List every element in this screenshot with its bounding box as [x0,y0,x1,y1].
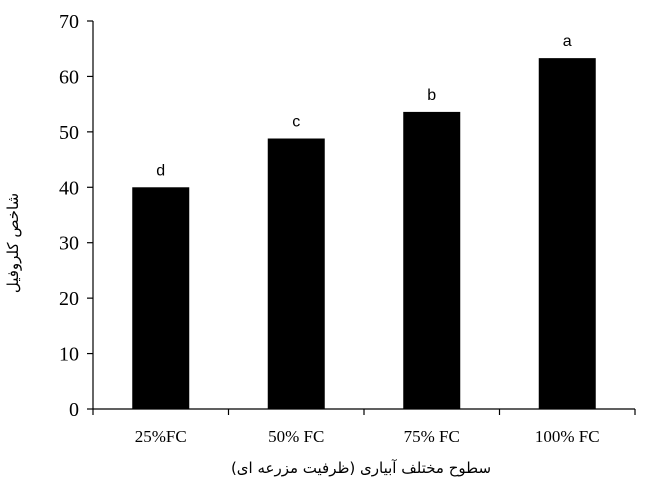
x-axis-title: سطوح مختلف آبیاری (ظرفیت مزرعه ای) [231,459,491,477]
bar-data-label: c [292,114,300,131]
x-tick-label: 50% FC [268,427,324,446]
y-axis-title: شاخص کلروفیل [4,193,22,293]
bar [403,111,461,409]
bar-data-label: b [427,87,436,104]
bar [132,187,190,409]
y-tick-label: 0 [69,399,79,421]
x-tick-label: 25%FC [135,427,187,446]
bar-data-label: d [156,162,165,179]
bar [538,58,596,409]
y-tick-label: 20 [59,288,79,310]
y-tick-label: 70 [59,11,79,33]
x-axis-ticks: 25%FC 50% FC 75% FC 100% FC [92,409,636,446]
y-tick-label: 10 [59,344,79,366]
x-tick-label: 100% FC [535,427,600,446]
y-tick-label: 40 [59,177,79,199]
data-labels-group: d c b a [156,33,572,179]
y-tick-label: 60 [59,66,79,88]
bar [267,138,325,409]
bars-group [132,58,596,409]
x-tick-label: 75% FC [404,427,460,446]
bar-data-label: a [563,33,572,50]
y-tick-label: 50 [59,122,79,144]
y-tick-label: 30 [59,233,79,255]
y-axis-ticks: 0 10 20 30 40 50 60 70 [59,11,93,421]
